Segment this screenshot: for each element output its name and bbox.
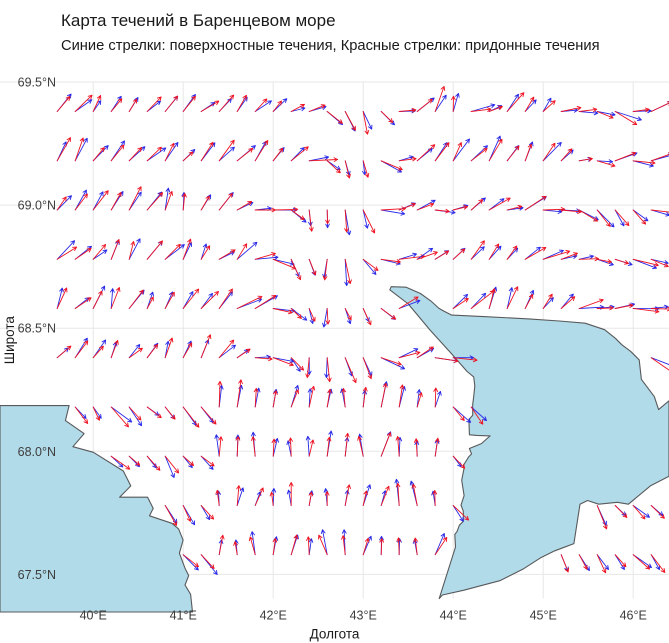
svg-text:68.5°N: 68.5°N <box>18 322 56 336</box>
svg-text:41°E: 41°E <box>170 609 197 623</box>
svg-text:42°E: 42°E <box>260 609 287 623</box>
svg-text:67.5°N: 67.5°N <box>18 568 56 582</box>
svg-text:Долгота: Долгота <box>310 627 360 642</box>
svg-text:69.5°N: 69.5°N <box>18 76 56 90</box>
svg-text:69.0°N: 69.0°N <box>18 199 56 213</box>
svg-text:46°E: 46°E <box>620 609 647 623</box>
svg-text:44°E: 44°E <box>440 609 467 623</box>
svg-text:45°E: 45°E <box>530 609 557 623</box>
svg-text:Широта: Широта <box>2 316 17 365</box>
svg-text:43°E: 43°E <box>350 609 377 623</box>
svg-text:40°E: 40°E <box>80 609 107 623</box>
svg-text:68.0°N: 68.0°N <box>18 445 56 459</box>
